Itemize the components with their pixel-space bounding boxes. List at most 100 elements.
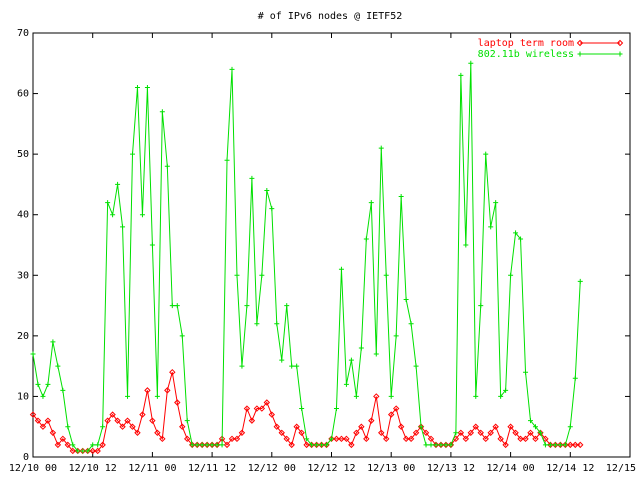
point-marker	[239, 363, 245, 369]
point-marker	[115, 181, 121, 187]
point-marker	[373, 351, 379, 357]
point-marker	[477, 429, 484, 436]
point-marker	[428, 442, 434, 448]
point-marker	[387, 411, 395, 418]
point-marker	[104, 417, 111, 424]
y-tick-label: 60	[17, 89, 29, 100]
point-marker	[472, 423, 479, 430]
point-marker	[234, 272, 240, 278]
point-marker	[274, 321, 280, 327]
point-marker	[532, 424, 538, 430]
point-marker	[95, 442, 101, 448]
point-marker	[353, 429, 360, 436]
point-marker	[383, 272, 389, 278]
point-marker	[567, 424, 573, 430]
point-marker	[70, 442, 76, 448]
point-marker	[224, 157, 230, 163]
point-marker	[617, 51, 623, 57]
x-tick-label: 12/15 00	[606, 463, 640, 474]
point-marker	[219, 442, 225, 448]
point-marker	[492, 423, 499, 430]
x-tick-label: 12/14 12	[546, 463, 594, 474]
point-marker	[293, 423, 300, 430]
point-marker	[273, 423, 280, 430]
point-marker	[164, 387, 171, 394]
point-marker	[124, 417, 131, 424]
x-tick-label: 12/13 00	[367, 463, 415, 474]
point-marker	[169, 303, 175, 309]
point-marker	[542, 442, 548, 448]
y-tick-label: 0	[23, 452, 29, 463]
point-marker	[269, 206, 275, 212]
point-marker	[577, 278, 583, 284]
point-marker	[443, 442, 449, 448]
x-tick-label: 12/11 12	[188, 463, 236, 474]
point-marker	[60, 387, 66, 393]
point-marker	[358, 423, 365, 430]
point-marker	[45, 381, 51, 387]
point-marker	[373, 393, 380, 400]
point-marker	[348, 441, 355, 449]
point-marker	[467, 429, 475, 436]
point-marker	[378, 429, 385, 436]
point-marker	[542, 435, 549, 443]
point-marker	[29, 411, 37, 418]
point-marker	[49, 429, 57, 436]
point-marker	[418, 424, 424, 430]
point-marker	[204, 442, 210, 448]
point-marker	[528, 418, 533, 424]
point-marker	[283, 435, 290, 443]
y-tick-label: 50	[17, 149, 29, 160]
point-marker	[348, 357, 354, 363]
point-marker	[343, 435, 350, 443]
point-marker	[35, 381, 41, 387]
point-marker	[457, 429, 465, 436]
point-marker	[393, 333, 399, 339]
point-marker	[468, 60, 474, 66]
point-marker	[264, 187, 270, 193]
point-marker	[422, 429, 430, 436]
point-marker	[50, 339, 56, 345]
point-marker	[329, 436, 334, 442]
point-marker	[30, 351, 36, 357]
point-marker	[368, 200, 374, 206]
point-marker	[383, 435, 390, 443]
point-marker	[229, 66, 235, 72]
point-marker	[319, 442, 325, 448]
point-marker	[353, 393, 359, 399]
point-marker	[184, 435, 191, 443]
y-tick-label: 30	[17, 270, 29, 281]
point-marker	[40, 393, 46, 399]
x-tick-label: 12/14 00	[487, 463, 535, 474]
y-tick-label: 70	[17, 28, 29, 39]
point-marker	[483, 151, 489, 157]
point-marker	[333, 406, 339, 412]
point-marker	[473, 393, 479, 399]
point-marker	[562, 442, 568, 448]
y-tick-label: 40	[17, 210, 29, 221]
point-marker	[194, 442, 200, 448]
point-marker	[169, 368, 176, 376]
point-marker	[433, 442, 439, 448]
point-marker	[144, 85, 150, 91]
point-marker	[238, 429, 246, 436]
point-marker	[412, 429, 420, 436]
point-marker	[284, 303, 290, 309]
point-marker	[134, 85, 140, 91]
point-marker	[164, 163, 170, 169]
point-marker	[413, 363, 419, 369]
point-marker	[427, 435, 435, 443]
point-marker	[184, 418, 190, 424]
point-marker	[363, 236, 369, 242]
point-marker	[537, 430, 543, 436]
point-marker	[100, 424, 106, 430]
point-marker	[577, 441, 584, 449]
x-tick-label: 12/12 12	[307, 463, 355, 474]
point-marker	[616, 39, 624, 47]
chart-title: # of IPv6 nodes @ IETF52	[258, 11, 403, 22]
point-marker	[557, 442, 563, 448]
point-marker	[392, 405, 400, 412]
point-marker	[463, 242, 469, 248]
point-marker	[119, 423, 126, 430]
